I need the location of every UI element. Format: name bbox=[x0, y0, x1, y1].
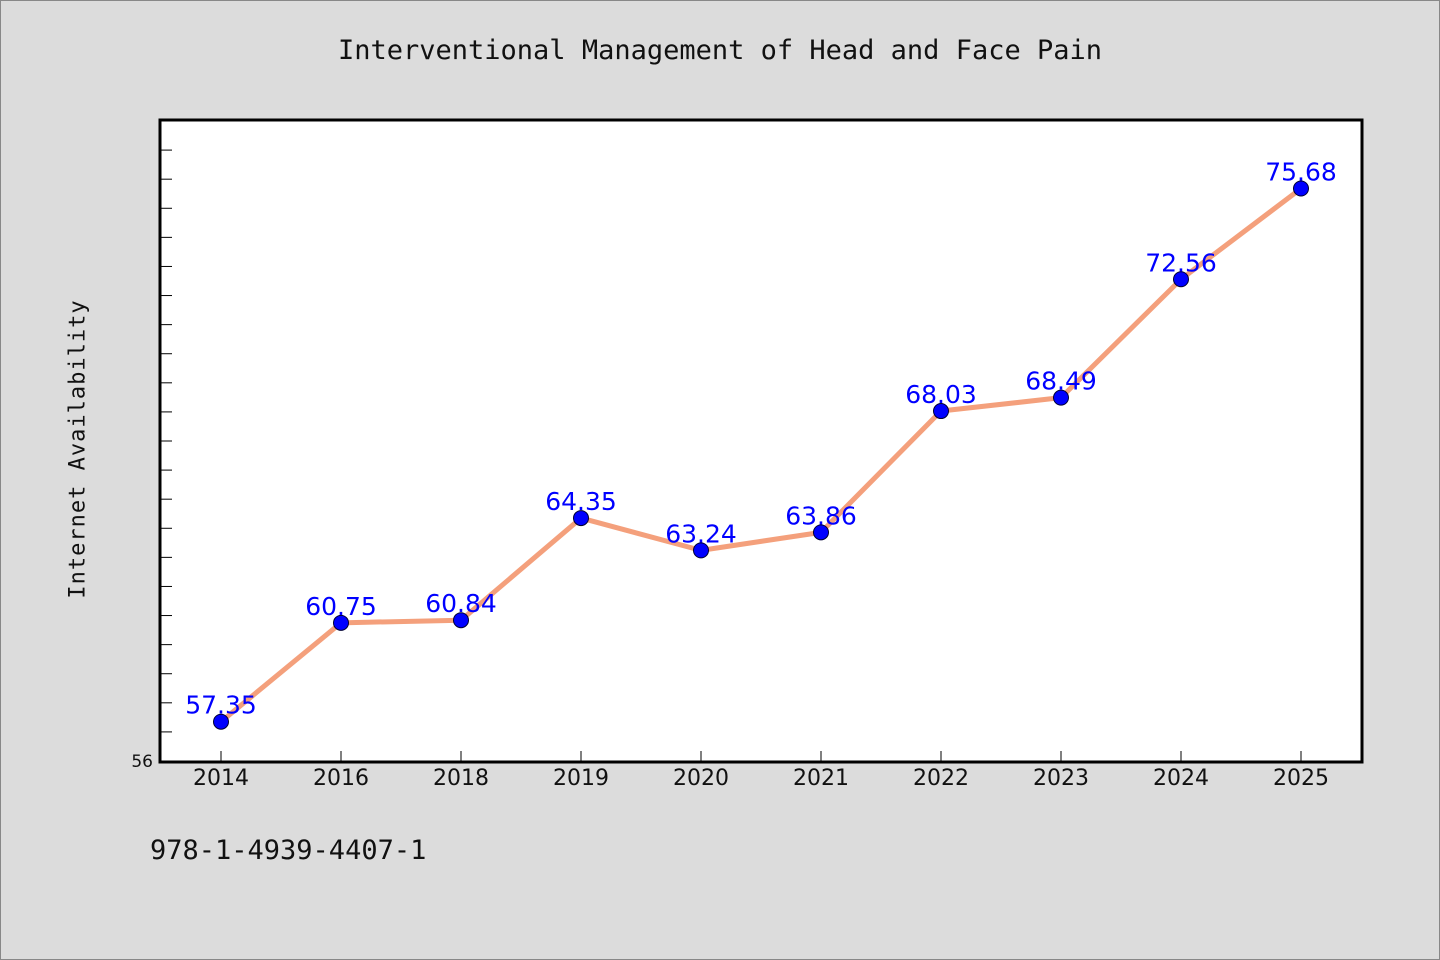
data-point bbox=[213, 713, 229, 730]
isbn-footer: 978-1-4939-4407-1 bbox=[150, 835, 427, 866]
x-tick-label: 2016 bbox=[313, 766, 369, 791]
data-label: 68.03 bbox=[905, 380, 977, 409]
x-tick-label: 2025 bbox=[1273, 766, 1329, 791]
data-point bbox=[693, 542, 709, 559]
data-point bbox=[453, 612, 469, 629]
y-tick-label: 56 bbox=[131, 752, 153, 772]
data-point bbox=[333, 614, 349, 631]
data-point bbox=[1173, 271, 1189, 288]
data-point bbox=[813, 524, 829, 541]
x-tick-label: 2021 bbox=[793, 766, 849, 791]
data-point bbox=[1053, 389, 1069, 406]
data-label: 64.35 bbox=[545, 487, 617, 516]
x-tick-label: 2019 bbox=[553, 766, 609, 791]
x-tick-label: 2024 bbox=[1153, 766, 1209, 791]
series-line bbox=[219, 186, 1303, 724]
data-label: 63.86 bbox=[785, 501, 857, 530]
x-tick-label: 2018 bbox=[433, 766, 489, 791]
data-label: 60.84 bbox=[425, 589, 497, 618]
x-tick-label: 2014 bbox=[193, 766, 249, 791]
data-label: 72.56 bbox=[1145, 248, 1217, 277]
data-point bbox=[933, 403, 949, 420]
plot-area bbox=[158, 118, 1364, 764]
data-label: 60.75 bbox=[305, 592, 377, 621]
data-label: 75.68 bbox=[1265, 157, 1337, 186]
x-axis-ticks: 2014 2016 2018 2019 2020 2021 2022 2023 2024 2025 bbox=[193, 751, 1329, 791]
data-point bbox=[573, 510, 589, 527]
data-label: 68.49 bbox=[1025, 367, 1097, 396]
data-point bbox=[1293, 180, 1309, 197]
series-group bbox=[213, 180, 1309, 730]
data-label: 57.35 bbox=[185, 691, 257, 720]
x-tick-label: 2023 bbox=[1033, 766, 1089, 791]
y-axis-ticks: 56 bbox=[131, 149, 172, 772]
x-tick-label: 2020 bbox=[673, 766, 729, 791]
chart-title: Interventional Management of Head and Fa… bbox=[337, 35, 1102, 66]
data-label: 63.24 bbox=[665, 519, 737, 548]
data-label-group: 57.35 60.75 60.84 64.35 63.24 63.86 68.03 68.49… bbox=[185, 157, 1337, 719]
x-tick-label: 2022 bbox=[913, 766, 969, 791]
